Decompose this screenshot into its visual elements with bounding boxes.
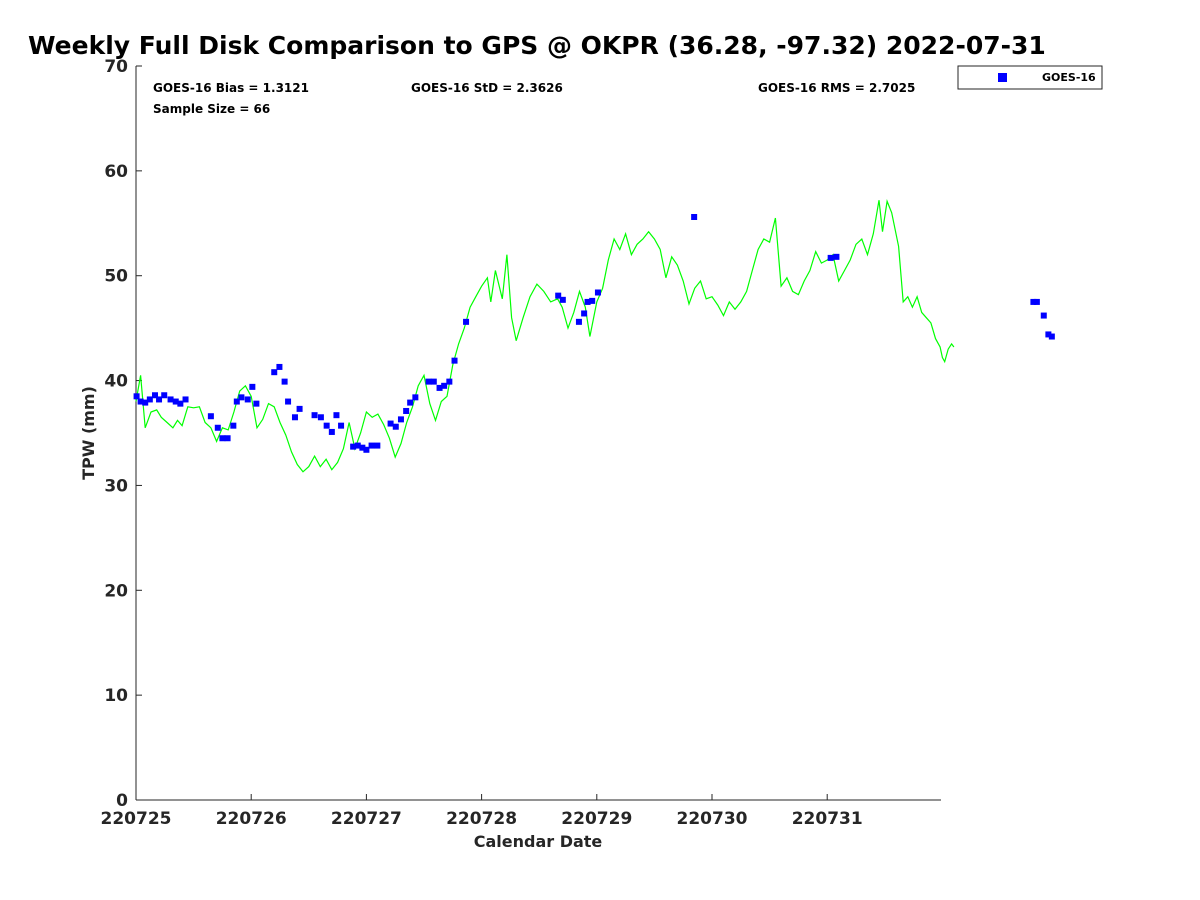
goes16-point [589, 297, 596, 304]
goes16-point [291, 414, 298, 421]
goes16-point [249, 383, 256, 390]
goes16-point [214, 424, 221, 431]
goes16-point [463, 318, 470, 325]
goes16-point [584, 298, 591, 305]
rms-stat: GOES-16 RMS = 2.7025 [758, 81, 915, 95]
goes16-point [230, 422, 237, 429]
goes16-point [137, 398, 144, 405]
y-tick-label: 70 [104, 57, 128, 77]
goes16-point [833, 253, 840, 260]
goes16-point [224, 435, 231, 442]
goes16-point [142, 399, 149, 406]
goes16-point [207, 413, 214, 420]
goes16-point [436, 384, 443, 391]
goes16-point [152, 392, 159, 399]
x-tick-label: 220731 [792, 809, 863, 829]
goes16-point [451, 357, 458, 364]
goes16-point [594, 289, 601, 296]
y-tick-label: 50 [104, 267, 128, 287]
goes16-point [177, 400, 184, 407]
goes16-point [167, 396, 174, 403]
x-axis-label: Calendar Date [474, 832, 603, 851]
goes16-point [276, 363, 283, 370]
x-tick-label: 220726 [216, 809, 287, 829]
x-ticks: 220725 220726 220727 220728 220729 220730 2207… [101, 794, 863, 829]
goes16-point [338, 422, 345, 429]
x-tick-label: 220727 [331, 809, 402, 829]
goes16-point [397, 416, 404, 423]
goes16-point [441, 382, 448, 389]
gps-line [135, 199, 955, 473]
goes16-point [374, 442, 381, 449]
x-tick-label: 220728 [446, 809, 517, 829]
y-tick-label: 40 [104, 372, 128, 392]
goes16-point [172, 398, 179, 405]
goes16-point [430, 378, 437, 385]
goes16-point [392, 423, 399, 430]
goes16-point [1048, 333, 1055, 340]
goes16-point [161, 392, 168, 399]
goes16-point [368, 442, 375, 449]
goes16-point [559, 296, 566, 303]
goes16-point [827, 254, 834, 261]
goes16-point [1045, 331, 1052, 338]
goes16-point [271, 369, 278, 376]
x-tick-label: 220730 [677, 809, 748, 829]
legend-marker [998, 73, 1007, 82]
goes16-point [412, 394, 419, 401]
goes16-point [328, 428, 335, 435]
goes16-point [253, 400, 260, 407]
legend-label-goes16: GOES-16 [1042, 71, 1096, 84]
goes16-point [1033, 298, 1040, 305]
goes16-point [581, 310, 588, 317]
goes16-point [363, 446, 370, 453]
std-stat: GOES-16 StD = 2.3626 [411, 81, 563, 95]
x-tick-label: 220725 [101, 809, 172, 829]
goes16-point [359, 444, 366, 451]
goes16-point [182, 396, 189, 403]
chart-title: Weekly Full Disk Comparison to GPS @ OKP… [28, 31, 1046, 60]
goes16-point [1040, 312, 1047, 319]
goes16-point [296, 405, 303, 412]
goes16-point [1030, 298, 1037, 305]
goes16-point [156, 396, 163, 403]
goes16-point [354, 442, 361, 449]
goes16-point [238, 394, 245, 401]
y-axis-label: TPW (mm) [79, 386, 98, 480]
goes16-point [219, 435, 226, 442]
goes16-point [285, 398, 292, 405]
y-tick-label: 20 [104, 581, 128, 601]
goes16-point [350, 443, 357, 450]
goes16-point [446, 378, 453, 385]
goes16-point [323, 422, 330, 429]
legend: GOES-16 [957, 65, 1103, 90]
goes16-point [403, 407, 410, 414]
goes16-point [317, 414, 324, 421]
goes16-point [575, 318, 582, 325]
goes16-point [244, 396, 251, 403]
goes16-point [281, 378, 288, 385]
y-tick-label: 60 [104, 162, 128, 182]
plot-area [133, 199, 1055, 473]
goes16-point [233, 398, 240, 405]
bias-stat: GOES-16 Bias = 1.3121 [153, 81, 309, 95]
sample-size-stat: Sample Size = 66 [153, 102, 270, 116]
y-tick-label: 30 [104, 476, 128, 496]
goes16-point [407, 399, 414, 406]
goes16-point [387, 420, 394, 427]
goes16-point [691, 213, 698, 220]
goes16-point [146, 396, 153, 403]
goes16-point [333, 412, 340, 419]
goes16-point [133, 393, 140, 400]
x-tick-label: 220729 [561, 809, 632, 829]
legend-box [957, 65, 1103, 90]
goes16-point [311, 412, 318, 419]
goes16-point [555, 292, 562, 299]
y-tick-label: 10 [104, 686, 128, 706]
goes16-point [425, 378, 432, 385]
y-tick-label: 0 [116, 791, 128, 811]
y-ticks: 0 10 20 30 40 50 60 70 [104, 57, 142, 811]
